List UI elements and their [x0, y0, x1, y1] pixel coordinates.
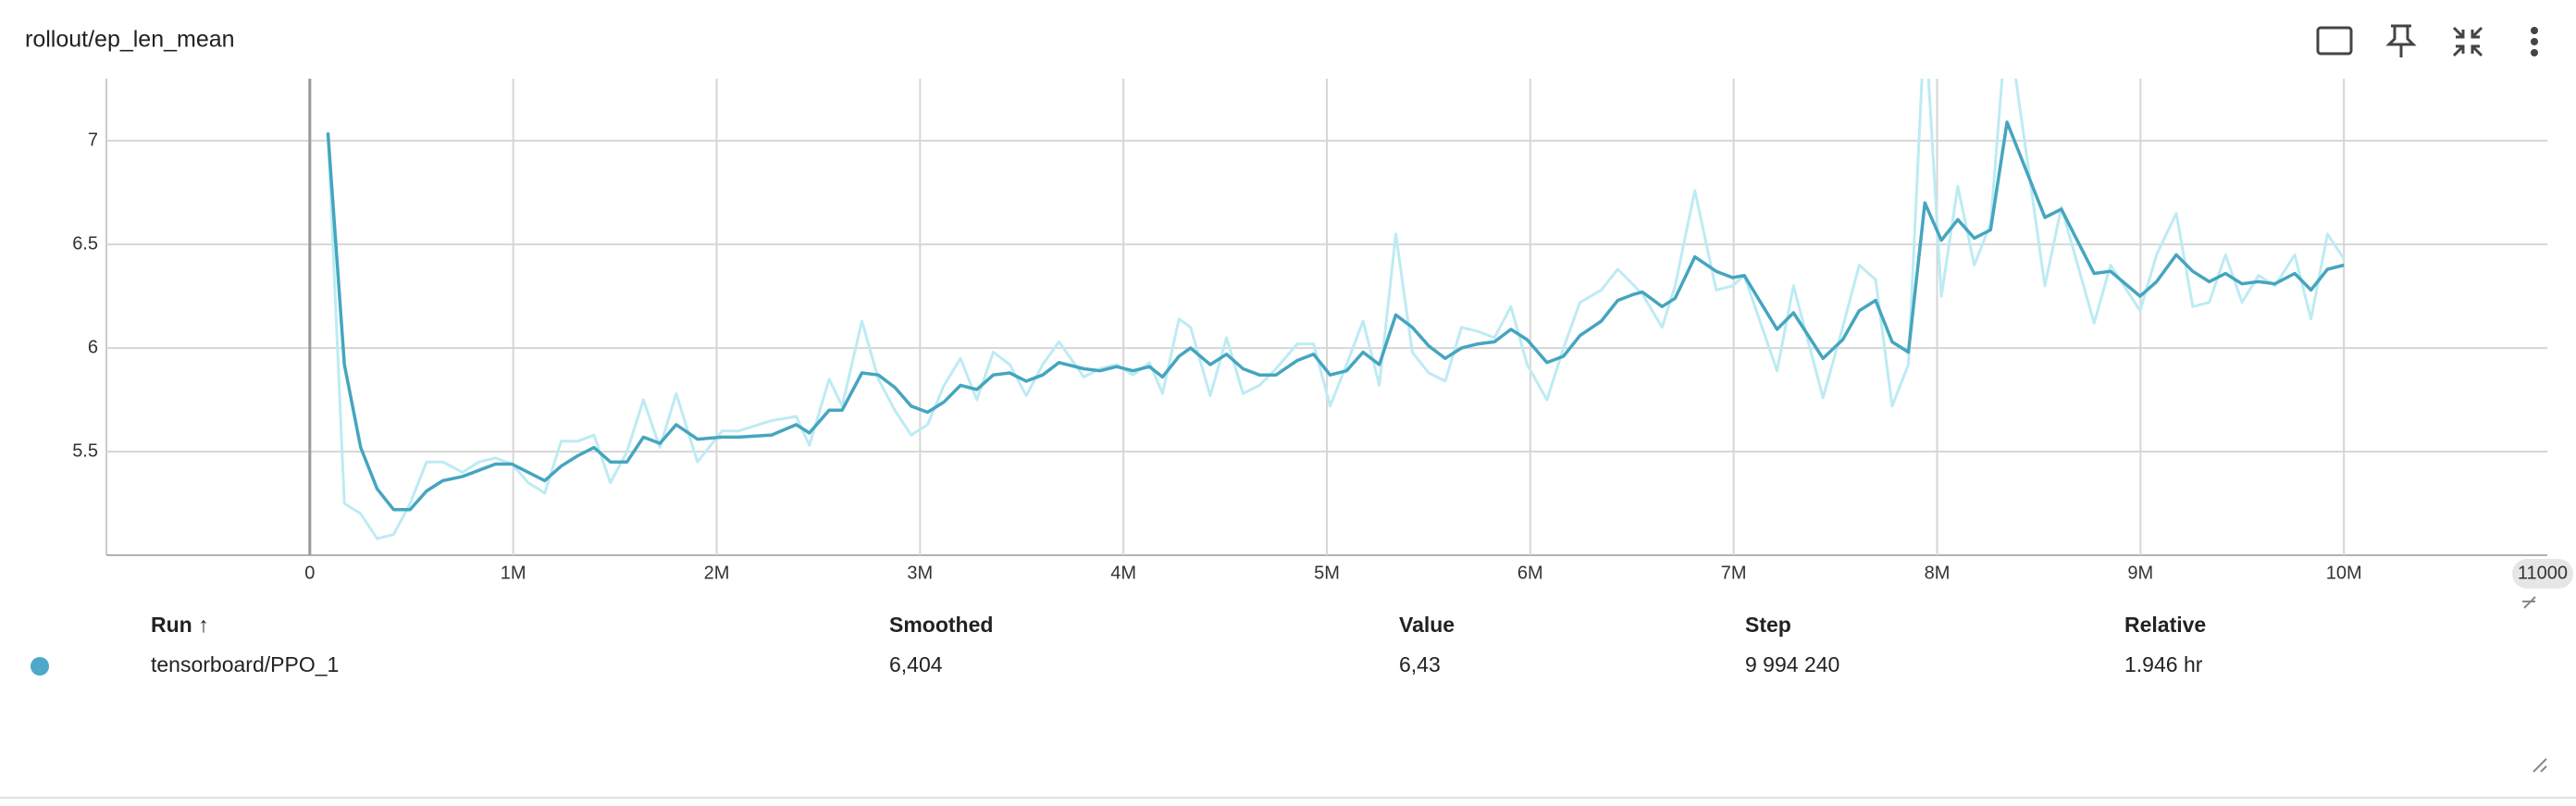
chart-title: rollout/ep_len_mean [25, 27, 235, 53]
x-tick-label: 4M [1110, 563, 1136, 583]
x-tick-label: 3M [907, 563, 933, 583]
y-tick-label: 6 [88, 337, 98, 357]
series-line [326, 120, 2345, 512]
pin-button[interactable] [2385, 24, 2417, 57]
run-color-dot[interactable] [31, 657, 49, 676]
x-tick-label: 5M [1314, 563, 1340, 583]
table-header: Relative [2124, 613, 2206, 637]
toolbar[interactable] [2316, 24, 2538, 57]
x-tick-label: 1M [501, 563, 526, 583]
table-cell: 6,43 [1399, 652, 1441, 676]
y-tick-label: 5.5 [72, 440, 98, 461]
table-cell: 6,404 [889, 652, 943, 676]
resize-handle[interactable] [2522, 596, 2536, 609]
y-tick-label: 6.5 [72, 233, 98, 254]
x-edge-label-bg [2512, 559, 2573, 589]
card-resize-handle[interactable] [2533, 758, 2547, 773]
more-button[interactable] [2531, 27, 2538, 56]
x-tick-label: 0 [304, 563, 315, 583]
x-tick-label: 10M [2326, 563, 2362, 583]
x-tick-label: 6M [1517, 563, 1543, 583]
x-tick-label: 9M [2127, 563, 2153, 583]
table-header: Smoothed [889, 613, 993, 637]
table-header: Step [1745, 613, 1791, 637]
table-cell: tensorboard/PPO_1 [151, 652, 339, 676]
collapse-button[interactable] [2452, 26, 2483, 57]
x-tick-label: 8M [1925, 563, 1951, 583]
series-line [326, 79, 2346, 540]
table-cell: 9 994 240 [1745, 652, 1839, 676]
x-tick-label: 11000 [2518, 563, 2568, 583]
fit-domain-button[interactable] [2316, 26, 2353, 56]
table-cell: 1.946 hr [2124, 652, 2203, 676]
x-tick-label: 2M [704, 563, 730, 583]
table-header: Run ↑ [151, 613, 209, 637]
y-tick-label: 7 [88, 130, 98, 150]
x-tick-label: 7M [1721, 563, 1747, 583]
table-header: Value [1399, 613, 1455, 637]
